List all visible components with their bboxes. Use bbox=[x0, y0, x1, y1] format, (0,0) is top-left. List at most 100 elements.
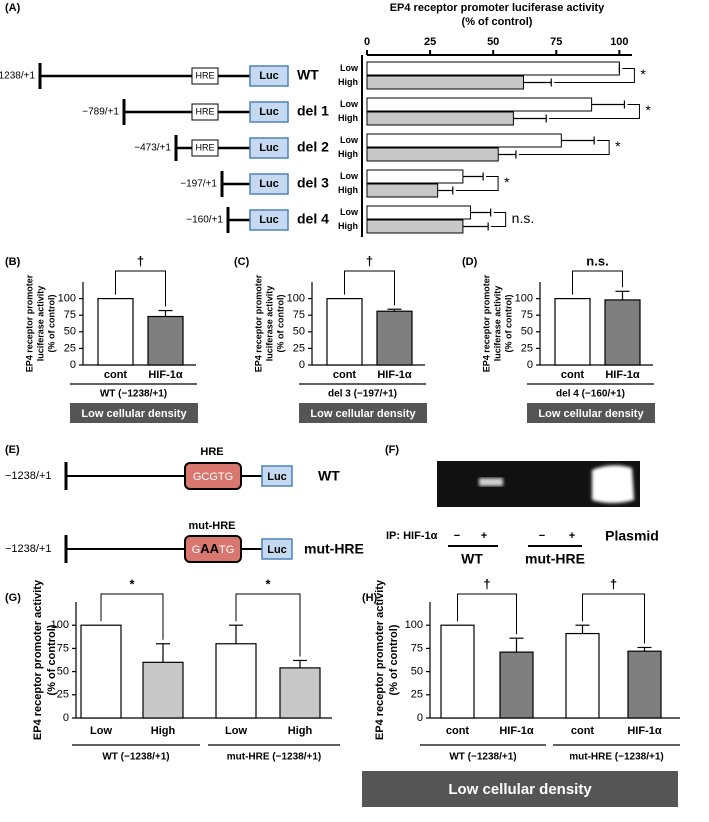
y-tick-label: 50 bbox=[64, 326, 76, 338]
significance-label: n.s. bbox=[512, 210, 535, 226]
chart-title: EP4 receptor promoter luciferase activit… bbox=[390, 2, 605, 14]
y-axis-label: (% of control) bbox=[275, 295, 285, 353]
reporter-label: Luc bbox=[267, 471, 287, 483]
y-tick-label: 0 bbox=[527, 359, 533, 371]
luc-box bbox=[249, 173, 289, 195]
y-axis-label: EP4 receptor promoter bbox=[24, 274, 34, 372]
hre-box bbox=[184, 462, 242, 490]
bar bbox=[366, 75, 524, 90]
significance-label: * bbox=[615, 138, 621, 154]
construct-name: WT bbox=[318, 468, 340, 484]
construct-name: mut-HRE bbox=[304, 541, 364, 557]
y-axis-label: (% of control) bbox=[388, 624, 400, 695]
x-tick-label: cont bbox=[561, 369, 585, 381]
luc-box bbox=[261, 465, 293, 487]
construct-position: −1238/+1 bbox=[0, 71, 35, 82]
series-label: High bbox=[338, 77, 358, 87]
footer-label: Low cellular density bbox=[81, 408, 187, 420]
series-label: Low bbox=[340, 63, 359, 73]
hre-label: HRE bbox=[195, 106, 214, 116]
x-tick-label: 25 bbox=[424, 36, 436, 48]
lane-label: + bbox=[481, 530, 487, 542]
series-label: Low bbox=[340, 135, 359, 145]
series-label: High bbox=[338, 185, 358, 195]
hre-box bbox=[191, 67, 219, 85]
x-tick-label: HIF-1α bbox=[499, 725, 534, 737]
bar bbox=[80, 624, 122, 719]
significance-bracket bbox=[115, 270, 166, 307]
bar bbox=[366, 61, 620, 76]
significance-label: * bbox=[265, 576, 271, 591]
significance-bracket bbox=[491, 212, 507, 227]
luc-label: Luc bbox=[259, 214, 279, 226]
luc-box bbox=[249, 137, 289, 159]
significance-label: † bbox=[483, 576, 490, 591]
position-label: −1238/+1 bbox=[5, 543, 52, 555]
element-label: HRE bbox=[200, 446, 223, 458]
y-axis-label: (% of control) bbox=[46, 295, 56, 353]
footer-box bbox=[362, 771, 678, 807]
bar bbox=[147, 315, 184, 366]
significance-bracket bbox=[572, 270, 623, 295]
hre-box bbox=[184, 535, 242, 563]
sequence-part: G bbox=[192, 544, 201, 556]
y-tick-label: 0 bbox=[417, 712, 423, 724]
significance-label: * bbox=[129, 576, 135, 591]
construct-position: −197/+1 bbox=[180, 179, 217, 190]
group-label: WT (−1238/+1) bbox=[102, 752, 169, 763]
y-tick-label: 75 bbox=[521, 309, 533, 321]
y-tick-label: 75 bbox=[293, 309, 305, 321]
significance-bracket bbox=[554, 68, 635, 83]
y-tick-label: 25 bbox=[521, 342, 533, 354]
construct-name: WT bbox=[297, 67, 319, 83]
construct-position: −789/+1 bbox=[82, 107, 119, 118]
significance-label: † bbox=[137, 253, 144, 268]
x-tick-label: 100 bbox=[610, 36, 628, 48]
bar bbox=[366, 205, 471, 220]
bar bbox=[366, 133, 562, 148]
series-label: High bbox=[338, 221, 358, 231]
bar bbox=[366, 183, 439, 198]
significance-label: * bbox=[640, 66, 646, 82]
hre-box bbox=[191, 139, 219, 157]
construct-name: del 3 bbox=[297, 175, 329, 191]
bar bbox=[366, 147, 499, 162]
group-label: del 4 (−160/+1) bbox=[556, 389, 625, 400]
y-tick-label: 100 bbox=[515, 293, 533, 305]
bar bbox=[366, 169, 464, 184]
y-axis-label: EP4 receptor promoter bbox=[253, 274, 263, 372]
x-tick-label: cont bbox=[446, 725, 470, 737]
hre-box bbox=[191, 103, 219, 121]
y-tick-label: 50 bbox=[293, 326, 305, 338]
y-tick-label: 25 bbox=[293, 342, 305, 354]
x-tick-label: High bbox=[151, 725, 176, 737]
x-tick-label: HIF-1α bbox=[605, 369, 640, 381]
series-label: Low bbox=[340, 207, 359, 217]
significance-bracket bbox=[235, 593, 301, 657]
significance-label: † bbox=[610, 576, 617, 591]
panel-f: (F) IP: HIF-1α − + − + Plasmid WT mut-HR… bbox=[385, 444, 659, 567]
panel-label: (H) bbox=[362, 592, 378, 604]
ip-label: IP: HIF-1α bbox=[386, 530, 438, 542]
y-tick-label: 75 bbox=[64, 309, 76, 321]
luc-box bbox=[249, 65, 289, 87]
significance-bracket bbox=[549, 104, 640, 119]
y-tick-label: 50 bbox=[411, 666, 423, 678]
plasmid-band bbox=[592, 465, 634, 503]
y-tick-label: 100 bbox=[51, 619, 69, 631]
y-tick-label: 50 bbox=[521, 326, 533, 338]
bar bbox=[142, 661, 184, 719]
y-axis-label: (% of control) bbox=[46, 624, 58, 695]
hre-label: HRE bbox=[195, 70, 214, 80]
reporter-label: Luc bbox=[267, 544, 287, 556]
bar bbox=[215, 643, 257, 719]
y-tick-label: 0 bbox=[63, 712, 69, 724]
significance-label: * bbox=[645, 102, 651, 118]
luc-box bbox=[261, 538, 293, 560]
position-label: −1238/+1 bbox=[5, 470, 52, 482]
sequence-part: GCGTG bbox=[193, 471, 233, 483]
footer-label: Low cellular density bbox=[310, 408, 416, 420]
bar bbox=[366, 111, 514, 126]
significance-bracket bbox=[100, 593, 164, 640]
